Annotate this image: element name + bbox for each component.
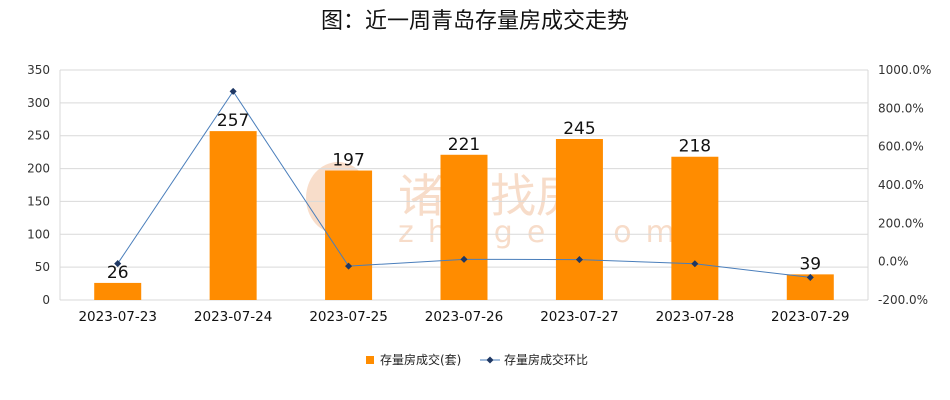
- line-point: [691, 260, 699, 268]
- y-left-tick-label: 200: [27, 162, 50, 176]
- x-tick-label: 2023-07-24: [194, 309, 272, 325]
- y-right-tick-label: 1000.0%: [878, 63, 931, 77]
- y-left-tick-label: 0: [42, 293, 50, 307]
- x-tick-label: 2023-07-27: [540, 309, 618, 325]
- line-point: [114, 260, 122, 268]
- legend: 存量房成交(套) 存量房成交环比: [366, 352, 588, 367]
- bar-series: [94, 131, 834, 300]
- legend-bar-swatch: [366, 356, 374, 364]
- line-point: [575, 256, 583, 264]
- bar-value-label: 197: [332, 151, 364, 171]
- line-point: [460, 255, 468, 263]
- left-axis: 0 50 100 150 200 250 300 350: [27, 63, 50, 307]
- y-left-tick-label: 100: [27, 227, 50, 241]
- bar-value-label: 245: [563, 119, 595, 139]
- watermark-text: 诸葛找房: [398, 169, 582, 223]
- y-right-tick-label: 0.0%: [878, 255, 909, 269]
- data-labels: 26 257 197 221 245 218 39: [107, 111, 821, 283]
- line-point: [806, 273, 814, 281]
- x-tick-label: 2023-07-28: [656, 309, 734, 325]
- right-axis: -200.0% 0.0% 200.0% 400.0% 600.0% 800.0% 1000.…: [878, 63, 931, 307]
- y-right-tick-label: -200.0%: [878, 293, 928, 307]
- y-right-tick-label: 600.0%: [878, 140, 924, 154]
- y-right-tick-label: 400.0%: [878, 178, 924, 192]
- bar-value-label: 218: [679, 137, 711, 157]
- line-point: [345, 262, 353, 270]
- line-point: [229, 87, 237, 95]
- bar: [209, 131, 257, 300]
- bar-value-label: 39: [799, 254, 821, 274]
- bar-value-label: 26: [107, 263, 129, 283]
- legend-line-marker: [486, 356, 494, 364]
- x-axis-labels: 2023-07-23 2023-07-24 2023-07-25 2023-07-26…: [78, 309, 849, 325]
- legend-line-label: 存量房成交环比: [504, 352, 588, 367]
- bar: [440, 154, 488, 300]
- y-right-tick-label: 800.0%: [878, 101, 924, 115]
- bar: [555, 139, 603, 300]
- x-tick-label: 2023-07-29: [771, 309, 849, 325]
- y-right-tick-label: 200.0%: [878, 216, 924, 230]
- x-tick-label: 2023-07-23: [78, 309, 156, 325]
- line-series: [114, 87, 814, 281]
- bar-value-label: 257: [217, 111, 249, 131]
- bar-value-label: 221: [448, 135, 480, 155]
- y-left-tick-label: 250: [27, 129, 50, 143]
- chart-title: 图：近一周青岛存量房成交走势: [321, 9, 629, 34]
- y-left-tick-label: 150: [27, 194, 50, 208]
- x-tick-label: 2023-07-25: [309, 309, 387, 325]
- bar: [94, 282, 142, 300]
- bar: [671, 156, 719, 300]
- y-left-tick-label: 300: [27, 96, 50, 110]
- bar: [325, 170, 373, 300]
- y-left-tick-label: 350: [27, 63, 50, 77]
- legend-bar-label: 存量房成交(套): [380, 352, 461, 367]
- x-tick-label: 2023-07-26: [425, 309, 503, 325]
- y-left-tick-label: 50: [35, 260, 50, 274]
